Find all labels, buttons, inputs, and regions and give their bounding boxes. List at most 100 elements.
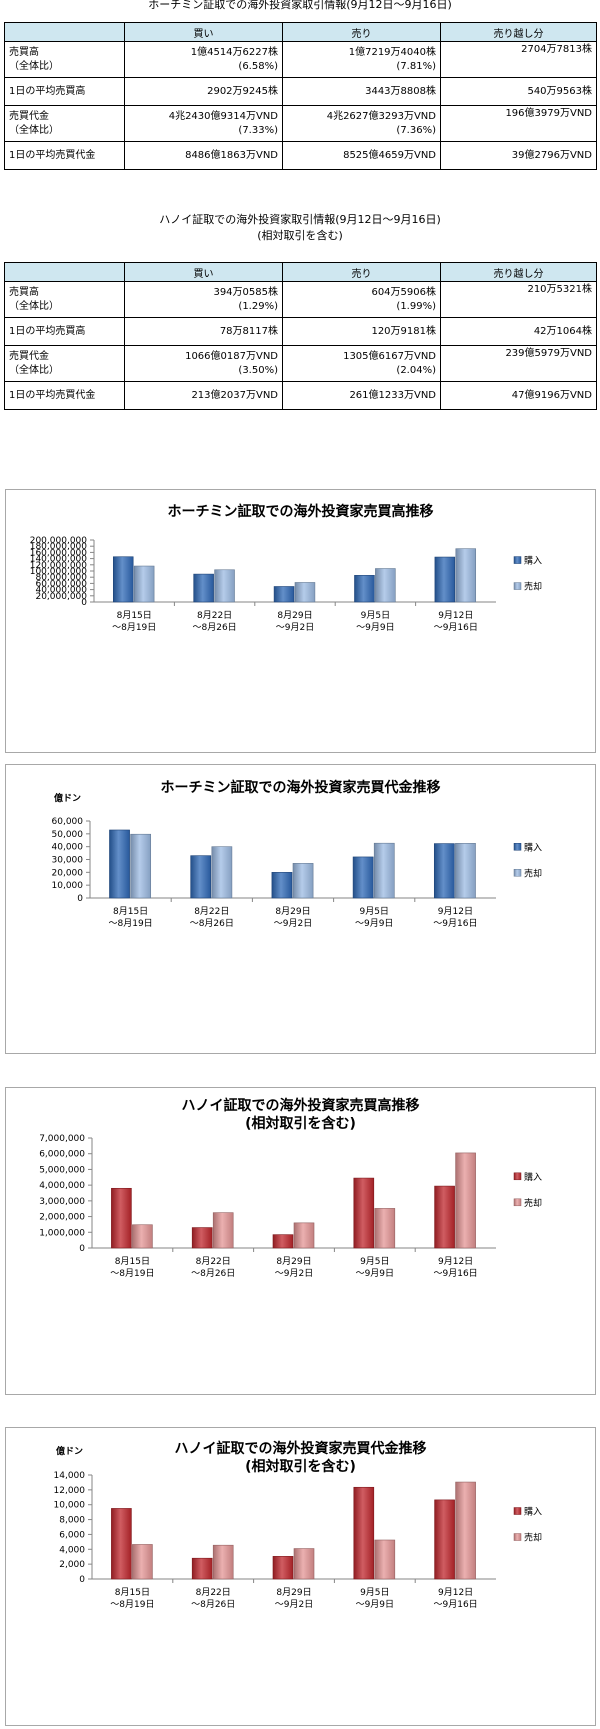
sell-value: 1305億6167万VND [343,350,436,362]
x-tick-label: ～8月19日 [110,1268,154,1279]
hcm-table-title: ホーチミン証取での海外投資家取引情報(9月12日～9月16日) [148,0,452,11]
y-tick-label: 3,000,000 [39,1197,85,1207]
buy-cell: 1億4514万6227株 (6.58%) [124,41,283,78]
y-tick-label: 200,000,000 [30,536,88,546]
x-tick-label: 8月22日 [197,610,232,621]
y-tick-label: 6,000,000 [39,1150,85,1160]
buy-share: (1.29%) [238,300,278,312]
x-tick-label: ～8月26日 [193,622,237,633]
y-tick-label: 120,000,000 [30,561,88,571]
y-tick-label: 14,000 [54,1471,86,1481]
buy-cell: 1066億0187万VND (3.50%) [124,345,283,382]
bar-buy [193,573,214,603]
buy-cell: 8486億1863万VND [124,141,283,170]
bar-buy [353,1486,375,1580]
header-cell-buy: 買い [124,262,283,282]
x-tick-label: 9月5日 [360,1587,389,1598]
x-tick-label: ～9月16日 [434,622,478,633]
buy-cell: 394万0585株 (1.29%) [124,281,283,318]
x-tick-label: ～9月9日 [355,918,393,929]
x-tick-label: ～8月19日 [109,918,153,929]
x-tick-label: 8月22日 [194,906,229,917]
legend-label: 購入 [524,1171,542,1183]
x-tick-label: ～8月26日 [190,918,234,929]
hcm-volume-chart-svg: 020,000,00040,000,00060,000,00080,000,00… [30,536,542,633]
y-tick-label: 40,000 [52,843,84,853]
buy-share: (3.50%) [238,364,278,376]
x-tick-label: ～9月2日 [275,1268,313,1279]
header-cell-empty [4,22,125,42]
x-tick-label: 9月5日 [360,1256,389,1267]
x-tick-label: ～9月2日 [276,622,314,633]
table-header-row: 買い 売り 売り越し分 [4,22,597,42]
bar-buy [273,586,295,603]
header-cell-net: 売り越し分 [440,262,597,282]
bar-buy [434,556,456,603]
legend-label: 売却 [524,1532,542,1544]
bar-buy [271,872,293,899]
y-tick-label: 4,000,000 [39,1181,85,1191]
bar-buy [434,1499,455,1580]
x-tick-label: 8月29日 [276,1256,311,1267]
sell-cell: 261億1233万VND [282,381,441,410]
table-row: 売買代金 （全体比） 4兆2430億9314万VND (7.33%) 4兆2627億… [4,105,597,142]
x-tick-label: 8月29日 [277,610,312,621]
bar-buy [191,1227,213,1249]
buy-value: 1億4514万6227株 [190,46,278,58]
bar-sell [132,1224,153,1249]
bar-buy [434,1185,455,1249]
bar-buy [433,843,455,899]
chart-title: ハノイ証取での海外投資家売買代金推移 [174,1441,427,1457]
y-tick-label: 0 [79,1244,85,1254]
sell-cell: 4兆2627億3293万VND (7.36%) [282,105,441,142]
x-tick-label: 9月12日 [438,1587,473,1598]
y-tick-label: 160,000,000 [30,548,88,558]
y-tick-label: 60,000,000 [35,579,87,589]
x-tick-label: 9月12日 [438,1256,473,1267]
buy-value: 1066億0187万VND [185,350,278,362]
hcm-value-chart-svg: 0 10,000 20,000 30,000 40,000 50,000 60,000 億ドン… [52,792,543,929]
row-label-line: 売買高 [9,286,39,298]
hanoi-value-chart-svg: 0 2,000 4,000 6,000 8,000 10,000 12,000 14,000 億… [54,1445,543,1610]
legend-label: 売却 [524,1197,542,1209]
bar-sell [294,582,316,603]
x-tick-label: ～9月9日 [356,622,394,633]
buy-share: (7.33%) [238,124,278,136]
sell-share: (7.36%) [396,124,436,136]
net-cell: 239億5979万VND [440,345,597,382]
x-tick-label: ～9月2日 [275,1599,313,1610]
bar-sell [455,1152,476,1249]
bar-sell [133,565,155,603]
table-row: 1日の平均売買代金 8486億1863万VND 8525億4659万VND 39… [4,141,597,170]
row-label-line: （全体比） [9,364,59,376]
sell-value: 4兆2627億3293万VND [326,110,436,122]
table-row: 1日の平均売買高 2902万9245株 3443万8808株 540万9563株 [4,77,597,106]
y-axis-unit-label: 億ドン [54,792,81,804]
sell-value: 604万5906株 [371,286,436,298]
header-cell-buy: 買い [124,22,283,42]
chart-title: ホーチミン証取での海外投資家売買代金推移 [160,780,441,796]
y-tick-label: 8,000 [59,1516,85,1526]
y-tick-label: 4,000 [59,1545,85,1555]
y-tick-label: 0 [77,894,83,904]
bar-buy [191,1557,213,1580]
legend-label: 購入 [524,1506,542,1518]
bar-buy [112,556,134,603]
y-tick-label: 180,000,000 [30,542,88,552]
legend-label: 購入 [524,841,542,853]
buy-cell: 4兆2430億9314万VND (7.33%) [124,105,283,142]
header-cell-net: 売り越し分 [440,22,597,42]
sell-share: (2.04%) [396,364,436,376]
bar-sell [455,843,476,899]
row-label: 売買代金 （全体比） [4,105,125,142]
y-tick-label: 100,000,000 [30,567,88,577]
bar-sell [212,1212,234,1249]
bar-buy [190,855,212,899]
row-label: 売買代金 （全体比） [4,345,125,382]
table-row: 売買高 （全体比） 1億4514万6227株 (6.58%) 1億7219万4040… [4,41,597,78]
sell-cell: 1億7219万4040株 (7.81%) [282,41,441,78]
row-label: 1日の平均売買代金 [4,381,125,410]
legend-swatch [513,582,522,590]
x-tick-label: ～9月9日 [356,1599,394,1610]
hcm-volume-chart: ホーチミン証取での海外投資家売買高推移 0 20,000,000 40,000,00… [5,489,596,753]
